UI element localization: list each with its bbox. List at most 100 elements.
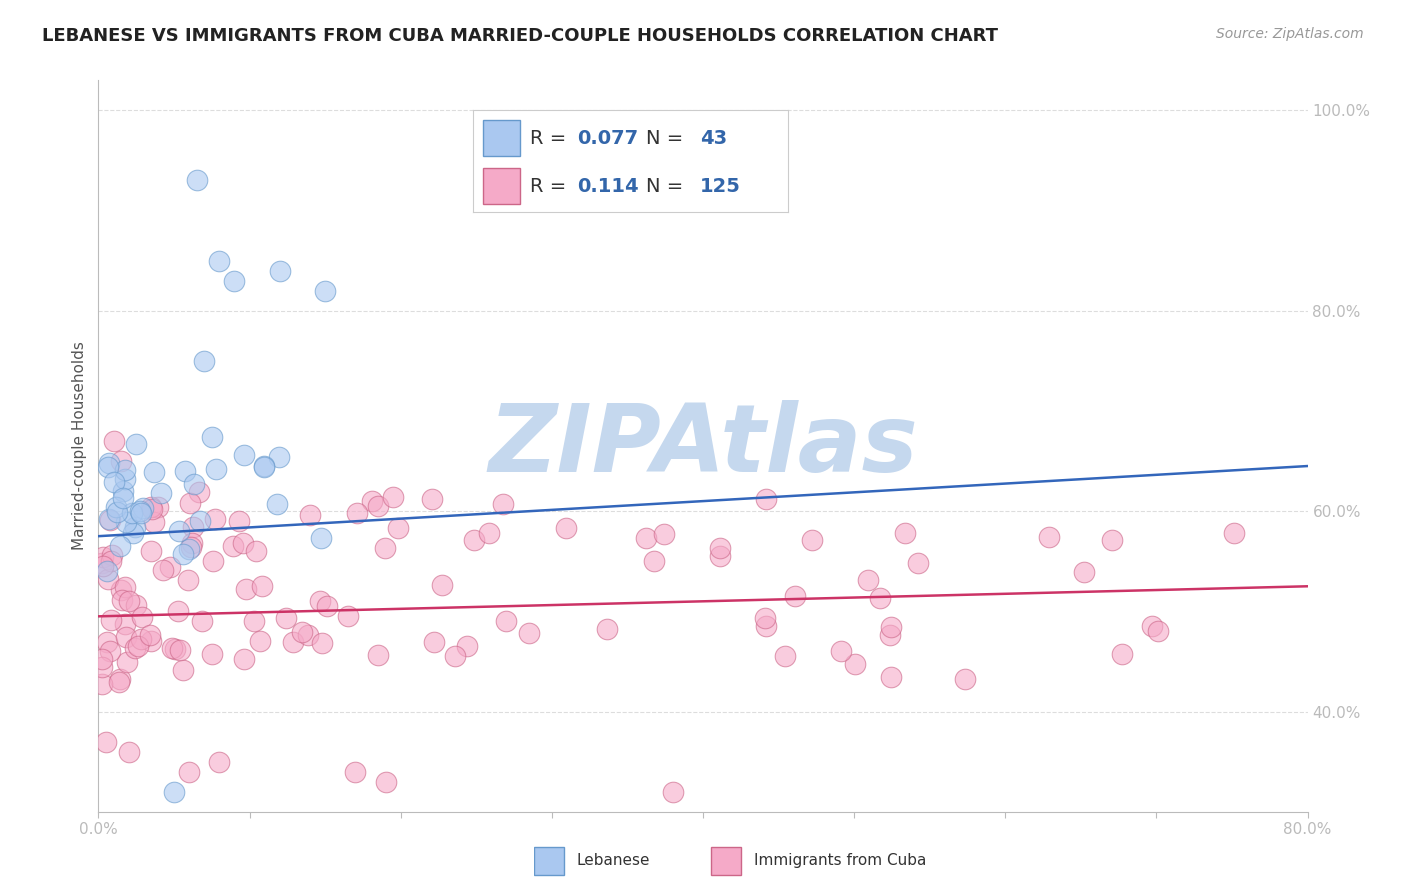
Point <box>1142 619 1164 633</box>
Point <box>97 457 120 471</box>
Point <box>463 533 485 547</box>
Point <box>163 785 186 799</box>
Point <box>124 520 146 534</box>
Point <box>118 593 141 607</box>
Point <box>117 656 139 670</box>
Point <box>423 634 446 648</box>
Point <box>111 483 134 498</box>
Point <box>754 611 776 625</box>
Point <box>596 622 619 636</box>
Point <box>129 504 152 518</box>
Point <box>105 500 128 514</box>
Point <box>190 514 212 528</box>
Point <box>311 635 333 649</box>
Point <box>179 542 201 557</box>
Point <box>773 648 796 663</box>
Point <box>125 437 148 451</box>
Point <box>172 547 194 561</box>
FancyBboxPatch shape <box>711 847 741 875</box>
Point <box>360 494 382 508</box>
Point <box>100 613 122 627</box>
Point <box>97 460 120 475</box>
Point <box>142 465 165 479</box>
Point <box>374 774 396 789</box>
Point <box>880 669 903 683</box>
Point <box>172 663 194 677</box>
Point <box>108 672 131 686</box>
Point <box>110 539 132 553</box>
Point <box>879 628 901 642</box>
Point <box>139 628 162 642</box>
Point <box>90 652 112 666</box>
Point <box>150 486 173 500</box>
Point <box>274 611 297 625</box>
Point <box>382 490 405 504</box>
Point <box>233 651 256 665</box>
Point <box>245 543 267 558</box>
Point <box>266 497 288 511</box>
Point <box>309 531 332 545</box>
Point <box>661 785 683 799</box>
Point <box>118 745 141 759</box>
Point <box>201 647 224 661</box>
Point <box>181 520 204 534</box>
Point <box>174 464 197 478</box>
Point <box>801 533 824 547</box>
Point <box>478 526 501 541</box>
Point <box>122 525 145 540</box>
Point <box>297 627 319 641</box>
Point <box>456 639 478 653</box>
Point <box>208 253 231 268</box>
Point <box>858 573 880 587</box>
Text: ZIPAtlas: ZIPAtlas <box>488 400 918 492</box>
Point <box>100 548 122 562</box>
Point <box>250 579 273 593</box>
Point <box>114 617 136 632</box>
Point <box>163 642 186 657</box>
Point <box>169 643 191 657</box>
Point <box>111 593 134 607</box>
Point <box>160 640 183 655</box>
Point <box>232 536 254 550</box>
Point <box>316 599 339 614</box>
Point <box>1038 530 1060 544</box>
Point <box>643 554 665 568</box>
Point <box>97 572 120 586</box>
Point <box>180 535 202 549</box>
Point <box>290 624 312 639</box>
Point <box>98 643 121 657</box>
Point <box>114 463 136 477</box>
Point <box>204 462 226 476</box>
Point <box>243 614 266 628</box>
Point <box>249 634 271 648</box>
Point <box>124 640 146 655</box>
Point <box>183 477 205 491</box>
Point <box>179 764 201 779</box>
Point <box>201 554 224 568</box>
Point <box>146 500 169 515</box>
Point <box>298 508 321 522</box>
Point <box>1073 565 1095 579</box>
Point <box>880 620 903 634</box>
Point <box>97 512 120 526</box>
Point <box>844 657 866 671</box>
Point <box>115 630 138 644</box>
Point <box>224 274 246 288</box>
Point <box>517 625 540 640</box>
Point <box>139 633 162 648</box>
Point <box>139 543 162 558</box>
Point <box>107 675 129 690</box>
Point <box>252 459 274 474</box>
Point <box>91 559 114 574</box>
FancyBboxPatch shape <box>534 847 564 875</box>
Point <box>314 284 336 298</box>
Point <box>193 354 215 368</box>
Point <box>131 609 153 624</box>
Point <box>253 459 276 474</box>
Point <box>96 634 118 648</box>
Text: LEBANESE VS IMMIGRANTS FROM CUBA MARRIED-COUPLE HOUSEHOLDS CORRELATION CHART: LEBANESE VS IMMIGRANTS FROM CUBA MARRIED… <box>42 27 998 45</box>
Point <box>755 619 778 633</box>
Point <box>894 526 917 541</box>
Point <box>228 514 250 528</box>
Point <box>121 506 143 520</box>
